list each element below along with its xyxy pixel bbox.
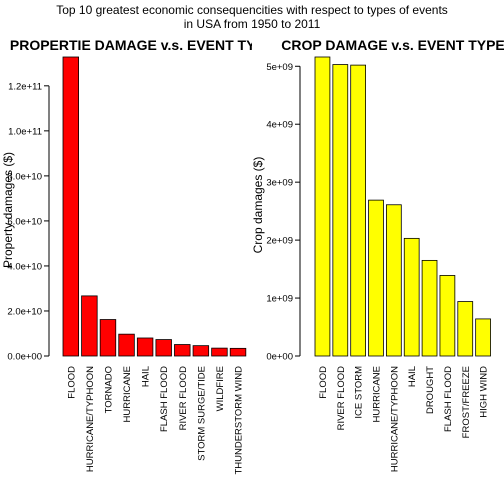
bar	[211, 347, 228, 357]
bar	[332, 64, 349, 357]
y-tick-label: 6.0e+10	[7, 216, 42, 227]
bar	[314, 56, 331, 357]
x-category-label: ICE STORM	[354, 366, 365, 419]
bar	[368, 199, 384, 357]
y-tick-label: 8.0e+10	[7, 171, 42, 182]
x-category-label: FLASH FLOOD	[443, 366, 454, 432]
y-axis-label: Property damages ($)	[1, 152, 15, 268]
x-category-label: HAIL	[407, 366, 418, 387]
bar	[81, 295, 98, 357]
y-tick-label: 1.2e+11	[8, 81, 42, 92]
y-tick-label: 4e+09	[266, 120, 293, 131]
bar	[155, 339, 172, 357]
y-tick-label: 0.0e+00	[7, 352, 42, 363]
bar	[421, 259, 438, 357]
chart-title: CROP DAMAGE v.s. EVENT TYPE	[281, 37, 504, 53]
bar	[99, 319, 117, 357]
x-category-label: HURRICANE	[372, 366, 383, 422]
y-tick-label: 4.0e+10	[7, 261, 42, 272]
y-tick-label: 5e+09	[266, 62, 293, 73]
bar	[385, 204, 402, 357]
y-axis-label: Crop damages ($)	[251, 157, 265, 254]
x-category-label: HURRICANE	[122, 366, 133, 422]
x-category-label: STORM SURGE/TIDE	[196, 366, 207, 461]
bar	[475, 318, 491, 357]
bar	[136, 337, 154, 357]
bar	[403, 237, 420, 357]
bar	[118, 333, 135, 357]
figure-title-line-1: Top 10 greatest economic consequencities…	[56, 3, 448, 17]
chart-title: PROPERTIE DAMAGE v.s. EVENT TYPE	[10, 37, 274, 53]
x-category-label: HIGH WIND	[479, 366, 490, 418]
x-category-label: THUNDERSTORM WIND	[234, 366, 245, 475]
bar	[192, 345, 210, 357]
bar	[62, 56, 80, 357]
crop-damage-chart: CROP DAMAGE v.s. EVENT TYPE Crop damages …	[251, 37, 504, 472]
x-category-label: RIVER FLOOD	[178, 366, 189, 431]
x-category-label: RIVER FLOOD	[336, 366, 347, 431]
x-category-label: FROST/FREEZE	[461, 366, 472, 438]
bar	[439, 275, 456, 357]
x-category-label: WILDFIRE	[215, 366, 226, 411]
bar	[174, 344, 191, 357]
figure-title-line-2: in USA from 1950 to 2011	[184, 17, 321, 31]
y-tick-label: 2e+09	[266, 236, 293, 247]
x-category-label: HAIL	[141, 366, 152, 387]
x-category-label: HURRICANE/TYPHOON	[85, 366, 96, 472]
bar	[229, 347, 247, 357]
x-category-label: FLASH FLOOD	[159, 366, 170, 432]
x-category-label: FLOOD	[66, 366, 77, 399]
bar	[350, 64, 367, 357]
y-tick-label: 3e+09	[266, 178, 293, 189]
x-category-label: FLOOD	[318, 366, 329, 399]
x-category-label: HURRICANE/TYPHOON	[389, 366, 400, 472]
property-damage-chart: PROPERTIE DAMAGE v.s. EVENT TYPE Property…	[1, 37, 274, 475]
y-tick-label: 2.0e+10	[7, 306, 42, 317]
bar	[457, 301, 474, 357]
x-category-label: TORNADO	[103, 366, 114, 413]
y-tick-label: 1e+09	[266, 294, 293, 305]
x-category-label: DROUGHT	[425, 366, 436, 414]
y-tick-label: 0e+00	[266, 352, 293, 363]
y-tick-label: 1.0e+11	[8, 126, 42, 137]
